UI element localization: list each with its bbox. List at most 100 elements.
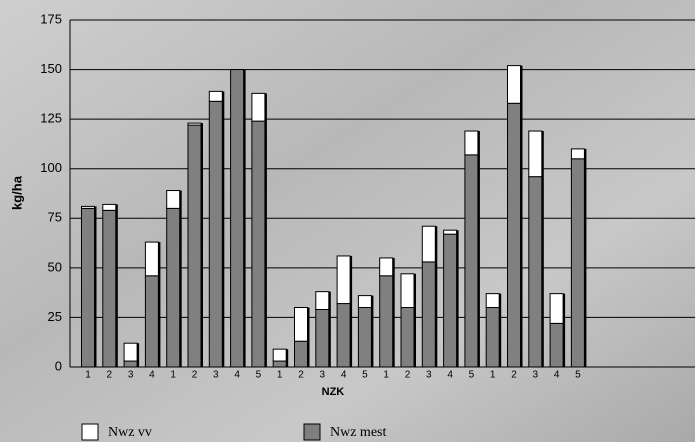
x-tick-label: 2 [192, 370, 198, 381]
bar-shadow [329, 292, 331, 367]
x-tick-label: 5 [362, 370, 368, 381]
x-tick-label: 4 [149, 370, 155, 381]
bar-segment [316, 309, 329, 367]
bar-segment [529, 177, 542, 367]
bar-segment [550, 323, 563, 367]
y-tick-label: 175 [40, 11, 62, 26]
x-tick-label: 2 [298, 370, 304, 381]
bar-segment [401, 308, 414, 367]
bar-segment [380, 276, 393, 367]
bar-segment [209, 101, 222, 367]
bar-segment [465, 155, 478, 367]
bar-shadow [499, 294, 501, 367]
bar-shadow [180, 191, 182, 367]
bar-segment [571, 149, 584, 159]
bar-segment [444, 234, 457, 367]
bar-segment [231, 70, 244, 367]
bar-segment [508, 66, 521, 104]
bar-segment [103, 210, 116, 367]
bar-segment [316, 292, 329, 310]
bar-shadow [137, 343, 139, 367]
bar-segment [167, 208, 180, 367]
x-tick-label: 5 [575, 370, 581, 381]
y-tick-label: 100 [40, 160, 62, 175]
y-tick-label: 150 [40, 61, 62, 76]
bar-shadow [95, 206, 97, 367]
legend-label: Nwz vv [108, 425, 152, 440]
bar-segment [295, 341, 308, 367]
x-tick-label: 4 [341, 370, 347, 381]
x-tick-label: 2 [405, 370, 411, 381]
legend-label: Nwz mest [330, 425, 386, 440]
x-tick-label: 4 [447, 370, 453, 381]
legend-swatch [82, 424, 98, 440]
bar-segment [444, 230, 457, 234]
y-tick-label: 75 [48, 210, 62, 225]
bar-segment [529, 131, 542, 177]
bar-segment [486, 308, 499, 367]
bar-shadow [414, 274, 416, 367]
bar-segment [273, 349, 286, 361]
y-axis-label: kg/ha [9, 175, 24, 210]
bar-segment [124, 361, 137, 367]
bar-segment [571, 159, 584, 367]
x-tick-label: 3 [213, 370, 219, 381]
bar-segment [209, 91, 222, 101]
bar-segment [252, 121, 265, 367]
y-tick-label: 25 [48, 309, 62, 324]
x-tick-label: 2 [107, 370, 113, 381]
bar-segment [337, 256, 350, 304]
bar-segment [486, 294, 499, 308]
bar-segment [380, 258, 393, 276]
chart: kg/ha 0255075100125150175123412345123451… [0, 0, 695, 442]
x-tick-label: 1 [490, 370, 496, 381]
x-tick-label: 4 [234, 370, 240, 381]
bar-shadow [584, 149, 586, 367]
bar-shadow [201, 123, 203, 367]
x-tick-label: 4 [554, 370, 560, 381]
bar-shadow [158, 242, 160, 367]
bar-segment [550, 294, 563, 324]
bar-segment [401, 274, 414, 308]
x-tick-label: 1 [277, 370, 283, 381]
bar-shadow [478, 131, 480, 367]
bar-segment [358, 308, 371, 367]
x-tick-label: 5 [469, 370, 475, 381]
x-tick-label: 1 [170, 370, 176, 381]
bar-segment [103, 204, 116, 210]
bar-shadow [563, 294, 565, 367]
bar-shadow [393, 258, 395, 367]
bar-segment [82, 206, 95, 208]
bar-segment [145, 276, 158, 367]
bar-segment [337, 304, 350, 367]
bar-segment [295, 308, 308, 342]
x-tick-label: 3 [128, 370, 134, 381]
x-tick-label: 2 [511, 370, 517, 381]
bar-shadow [116, 204, 118, 367]
x-tick-label: 1 [85, 370, 91, 381]
bar-segment [145, 242, 158, 276]
bar-shadow [435, 226, 437, 367]
x-tick-label: 3 [320, 370, 326, 381]
bar-shadow [286, 349, 288, 367]
bar-segment [188, 125, 201, 367]
bar-segment [188, 123, 201, 125]
bar-segment [508, 103, 521, 367]
bar-segment [422, 262, 435, 367]
bar-shadow [521, 66, 523, 367]
bar-segment [358, 296, 371, 308]
bar-shadow [457, 230, 459, 367]
y-tick-label: 125 [40, 111, 62, 126]
bar-segment [167, 191, 180, 209]
bar-segment [465, 131, 478, 155]
bar-shadow [265, 93, 267, 367]
bar-segment [82, 208, 95, 367]
x-tick-label: 3 [533, 370, 539, 381]
bar-shadow [244, 70, 246, 367]
bar-segment [252, 93, 265, 121]
bar-shadow [308, 308, 310, 367]
x-tick-label: 3 [426, 370, 432, 381]
bar-shadow [222, 91, 224, 367]
bar-segment [124, 343, 137, 361]
x-tick-label: 1 [383, 370, 389, 381]
